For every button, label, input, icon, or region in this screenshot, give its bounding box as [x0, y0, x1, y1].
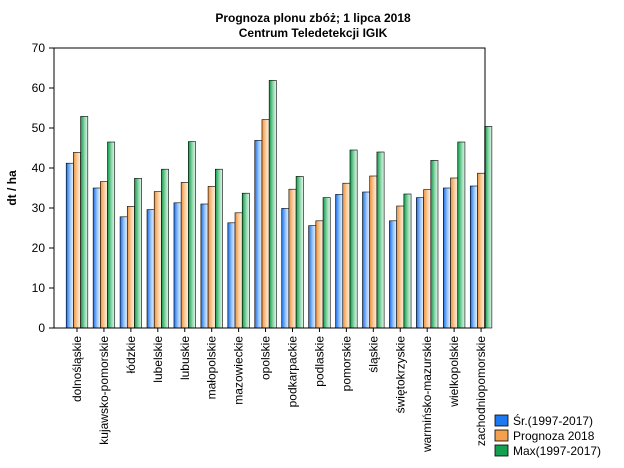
bar-avg [416, 197, 424, 329]
x-category-label: opolskie [259, 336, 273, 380]
bar-max [376, 151, 385, 329]
bar-avg [362, 191, 371, 329]
y-tick-label: 20 [32, 241, 46, 255]
bar-avg [119, 216, 128, 329]
bar-forecast [153, 191, 162, 329]
bar-forecast [369, 175, 378, 329]
bar-avg [308, 225, 317, 329]
bar-max [403, 193, 412, 329]
bar-forecast [100, 181, 108, 329]
bar-forecast [396, 205, 405, 329]
bar-max [107, 141, 116, 329]
x-category-label: dolnośląskie [70, 336, 84, 402]
bar-max [484, 126, 493, 329]
x-category-label: kujawsko-pomorskie [97, 336, 111, 445]
legend-swatch [494, 429, 509, 442]
bar-forecast [315, 220, 324, 329]
chart-subtitle: Centrum Teledetekcji IGIK [239, 26, 388, 40]
chart-title: Prognoza plonu zbóż; 1 lipca 2018 [215, 11, 411, 25]
legend-label: Śr.(1997-2017) [513, 413, 593, 428]
x-category-label: lubuskie [178, 336, 192, 380]
x-category-label: śląskie [366, 336, 380, 373]
x-category-label: podlaskie [312, 336, 326, 387]
bar-avg [173, 202, 182, 329]
bar-avg [146, 209, 155, 329]
bar-max [188, 141, 196, 329]
bar-max [430, 160, 439, 329]
bar-max [457, 141, 466, 329]
x-category-label: świętokrzyskie [393, 336, 407, 414]
y-tick-label: 70 [32, 41, 46, 55]
x-category-label: małopolskie [205, 336, 219, 400]
bar-forecast [207, 186, 216, 329]
legend-label: Max(1997-2017) [513, 444, 601, 458]
bar-forecast [261, 119, 270, 329]
x-category-label: wielkopolskie [447, 336, 461, 408]
bar-max [214, 168, 223, 329]
bar-avg [281, 208, 290, 329]
x-axis-labels: dolnośląskie kujawsko-pomorskie łódzkie lub… [70, 328, 488, 453]
y-tick-label: 50 [32, 121, 46, 135]
bar-forecast [342, 182, 351, 329]
y-tick-label: 40 [32, 161, 46, 175]
bar-avg [92, 187, 101, 329]
plot-frame [53, 47, 486, 329]
y-tick-label: 10 [32, 281, 46, 295]
bar-max [241, 192, 250, 329]
bar-max [322, 197, 331, 329]
y-tick-label: 30 [32, 201, 46, 215]
bar-avg [200, 203, 209, 329]
legend-swatch [494, 444, 509, 457]
bar-forecast [234, 212, 243, 329]
y-tick-label: 0 [38, 321, 45, 335]
x-category-label: lubelskie [151, 336, 165, 383]
x-category-label: łódzkie [124, 336, 138, 374]
bar-avg [254, 140, 263, 329]
x-category-label: podkarpackie [286, 336, 300, 408]
bar-avg [443, 187, 451, 329]
bar-avg [335, 194, 344, 329]
bar-forecast [450, 177, 459, 329]
bar-max [80, 116, 89, 329]
bars [65, 80, 493, 329]
y-axis-label: dt / ha [5, 170, 19, 206]
bar-forecast [180, 182, 189, 329]
bar-forecast [423, 189, 432, 329]
bar-max [349, 149, 358, 329]
x-category-label: zachodniopomorskie [474, 336, 488, 446]
y-axis-ticks: 0 10 20 30 40 50 60 70 [32, 41, 54, 335]
x-category-label: pomorskie [339, 336, 353, 392]
bar-max [134, 178, 142, 329]
x-category-label: warmińsko-mazurskie [420, 336, 434, 453]
bar-avg [227, 222, 236, 329]
bar-forecast [73, 152, 81, 329]
legend-label: Prognoza 2018 [513, 429, 595, 443]
bar-forecast [126, 206, 135, 329]
legend: Śr.(1997-2017)Prognoza 2018Max(1997-2017… [494, 413, 601, 458]
bar-forecast [288, 188, 297, 329]
x-category-label: mazowieckie [232, 336, 246, 405]
bar-avg [389, 220, 397, 329]
bar-max [268, 80, 277, 329]
y-tick-label: 60 [32, 81, 46, 95]
bar-forecast [477, 172, 485, 329]
legend-swatch [494, 414, 509, 427]
bar-max [161, 168, 169, 329]
bar-avg [469, 185, 478, 329]
bar-max [295, 176, 304, 329]
bar-avg [65, 162, 74, 329]
